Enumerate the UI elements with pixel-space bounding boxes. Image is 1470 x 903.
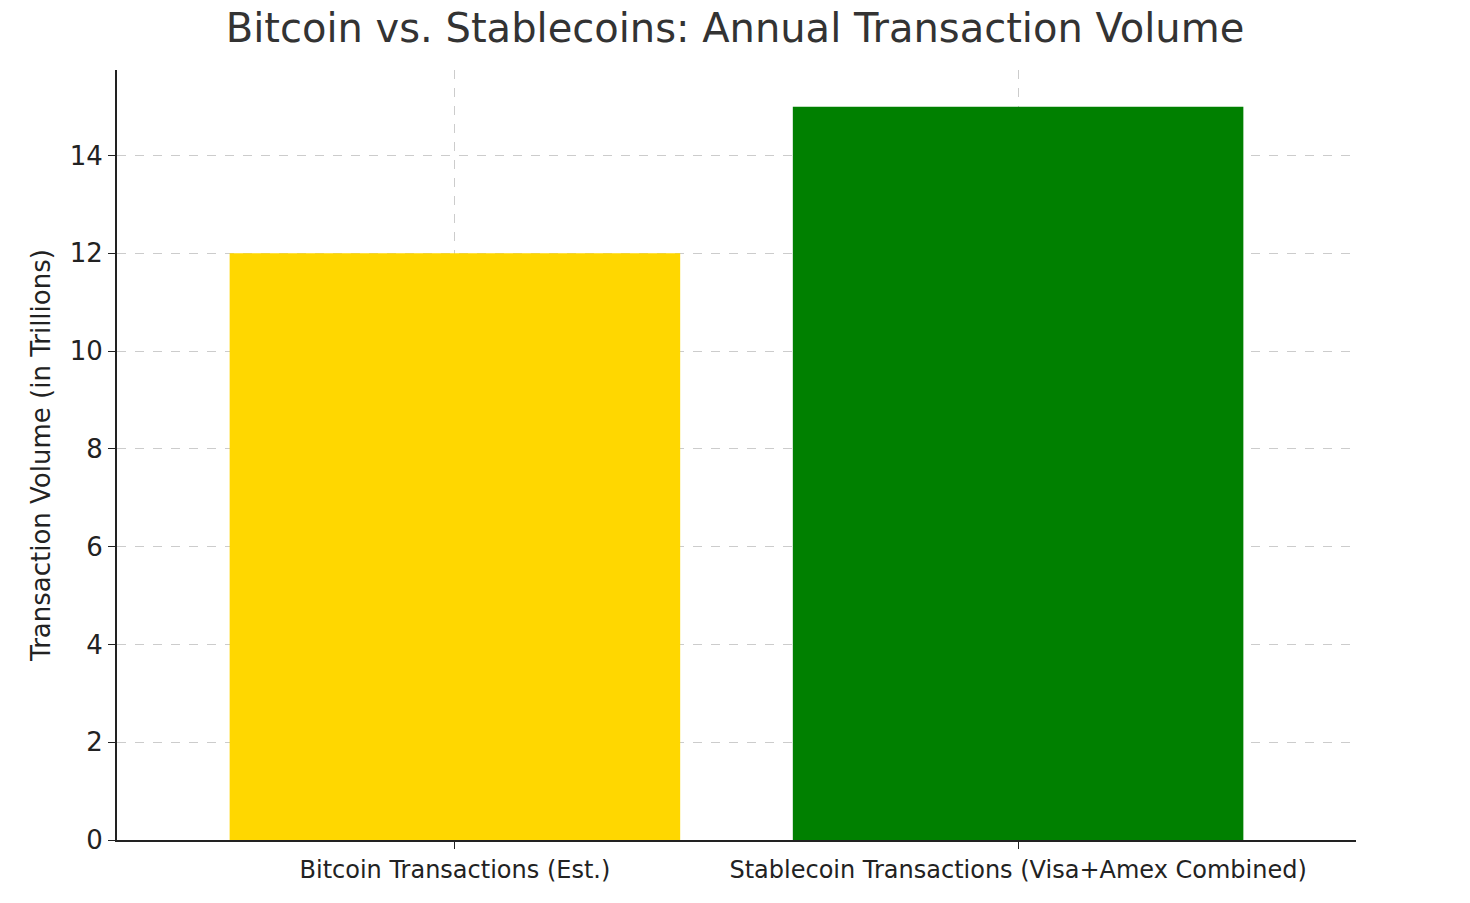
svg-text:Bitcoin vs. Stablecoins: Annua: Bitcoin vs. Stablecoins: Annual Transact…: [226, 5, 1245, 51]
svg-text:Transaction Volume (in Trillio: Transaction Volume (in Trillions): [26, 249, 56, 662]
svg-text:0: 0: [86, 825, 103, 855]
svg-text:Stablecoin Transactions (Visa+: Stablecoin Transactions (Visa+Amex Combi…: [729, 856, 1306, 884]
svg-text:6: 6: [86, 532, 103, 562]
svg-text:2: 2: [86, 727, 103, 757]
svg-text:Bitcoin Transactions (Est.): Bitcoin Transactions (Est.): [300, 856, 611, 884]
svg-text:4: 4: [86, 630, 103, 660]
svg-text:12: 12: [70, 238, 103, 268]
svg-text:8: 8: [86, 434, 103, 464]
svg-text:14: 14: [70, 141, 103, 171]
svg-text:10: 10: [70, 336, 103, 366]
